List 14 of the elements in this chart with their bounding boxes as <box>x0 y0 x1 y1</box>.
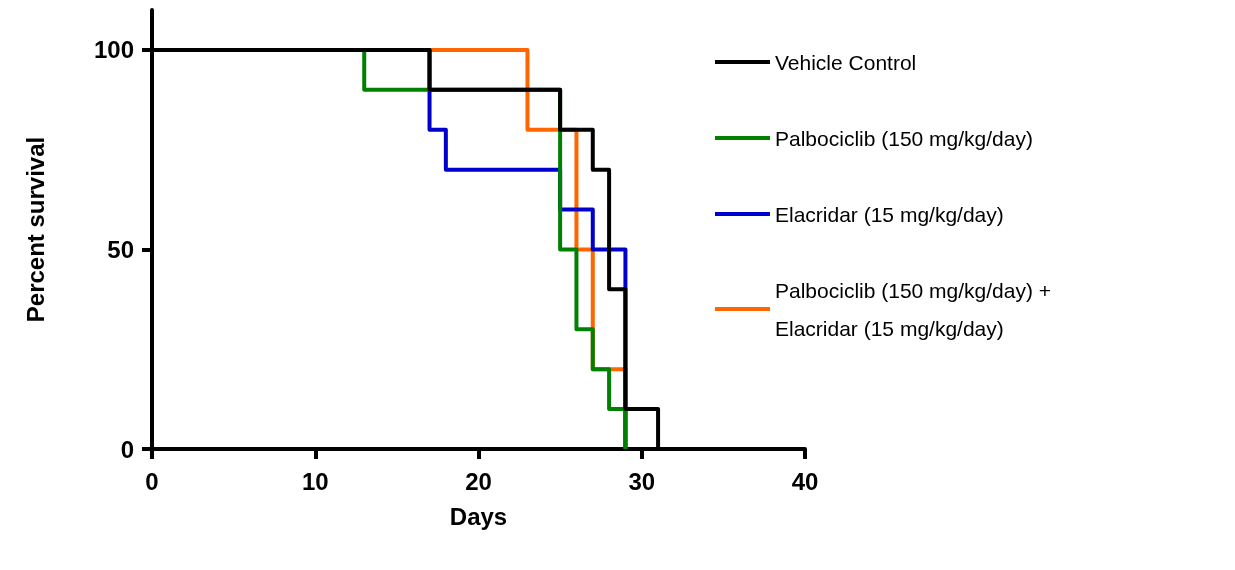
legend-label: Vehicle Control <box>775 50 917 74</box>
x-tick-label: 0 <box>145 467 159 495</box>
y-tick-label: 0 <box>120 435 134 463</box>
x-tick-label: 10 <box>301 467 329 495</box>
legend-label: Elacridar (15 mg/kg/day) <box>775 202 1004 226</box>
x-tick-label: 20 <box>465 467 492 495</box>
y-axis-title: Percent survival <box>21 136 49 323</box>
x-tick-label: 40 <box>791 467 819 495</box>
x-axis-title: Days <box>449 502 508 530</box>
y-tick-label: 50 <box>107 235 134 263</box>
x-tick-label: 30 <box>628 467 656 495</box>
legend-label: Palbociclib (150 mg/kg/day) + Elacridar (15 mg/kg/day) <box>775 278 1057 340</box>
legend-label: Palbociclib (150 mg/kg/day) <box>775 126 1033 150</box>
y-tick-label: 100 <box>93 36 134 64</box>
